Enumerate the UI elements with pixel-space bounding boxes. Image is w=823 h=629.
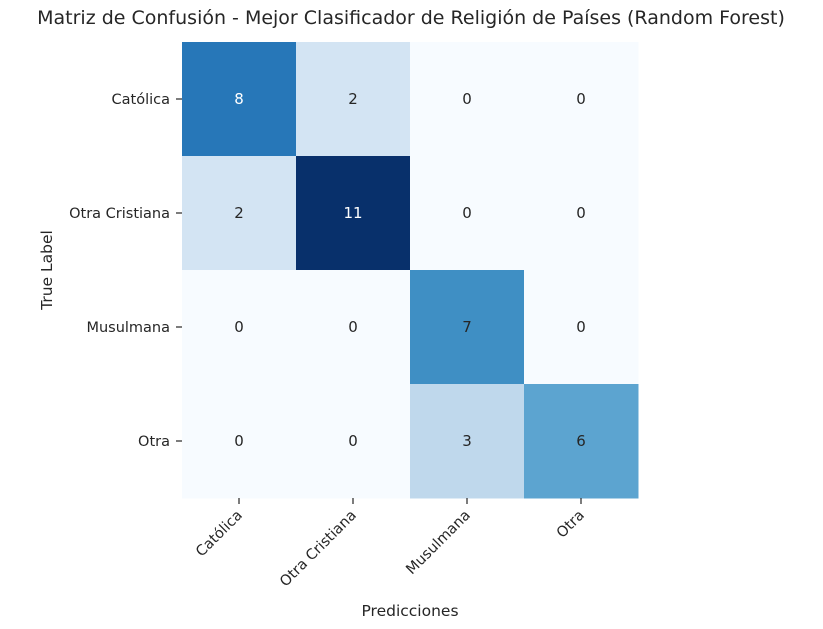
y-axis-label: True Label — [38, 230, 56, 311]
y-tick-label: Otra Cristiana — [69, 206, 170, 222]
y-tick-label: Musulmana — [86, 320, 170, 336]
heatmap-cell — [296, 384, 411, 499]
heatmap-cell — [524, 156, 639, 271]
x-tick-label: Católica — [193, 508, 246, 561]
cell-value-label: 7 — [462, 318, 472, 336]
heatmap-cell — [296, 42, 411, 157]
cell-value-label: 0 — [348, 432, 358, 450]
x-tick-label: Musulmana — [403, 508, 473, 578]
heatmap-cell — [410, 270, 525, 385]
cell-value-label: 11 — [343, 204, 362, 222]
x-axis-ticks: Católica Otra Cristiana Musulmana Otra — [193, 498, 588, 590]
heatmap-cell — [182, 270, 297, 385]
heatmap-cell — [182, 42, 297, 157]
chart-title: Matriz de Confusión - Mejor Clasificador… — [37, 7, 785, 29]
cell-value-label: 0 — [576, 318, 586, 336]
heatmap-cell — [296, 270, 411, 385]
cell-value-label: 2 — [234, 204, 244, 222]
heatmap-cell — [296, 156, 411, 271]
cell-value-label: 0 — [234, 318, 244, 336]
x-tick-label: Otra Cristiana — [277, 508, 360, 591]
cell-value-label: 8 — [234, 90, 244, 108]
y-tick-label: Otra — [138, 434, 170, 450]
cell-value-label: 0 — [576, 90, 586, 108]
heatmap-cell — [410, 42, 525, 157]
heatmap-cell — [182, 156, 297, 271]
cell-value-label: 0 — [234, 432, 244, 450]
heatmap-cells: 8 2 0 0 2 11 0 0 0 0 7 0 0 0 3 6 — [182, 42, 639, 499]
heatmap-cell — [524, 384, 639, 499]
cell-value-label: 0 — [462, 204, 472, 222]
heatmap-cell — [524, 42, 639, 157]
cell-value-label: 2 — [348, 90, 358, 108]
heatmap-cell — [524, 270, 639, 385]
cell-value-label: 6 — [576, 432, 586, 450]
x-axis-label: Predicciones — [361, 602, 458, 620]
cell-value-label: 0 — [348, 318, 358, 336]
cell-value-label: 3 — [462, 432, 472, 450]
heatmap-cell — [410, 156, 525, 271]
cell-value-label: 0 — [462, 90, 472, 108]
heatmap-cell — [182, 384, 297, 499]
y-axis-ticks: Católica Otra Cristiana Musulmana Otra — [69, 92, 182, 450]
heatmap-cell — [410, 384, 525, 499]
cell-value-label: 0 — [576, 204, 586, 222]
x-tick-label: Otra — [554, 508, 588, 542]
y-tick-label: Católica — [112, 92, 170, 108]
